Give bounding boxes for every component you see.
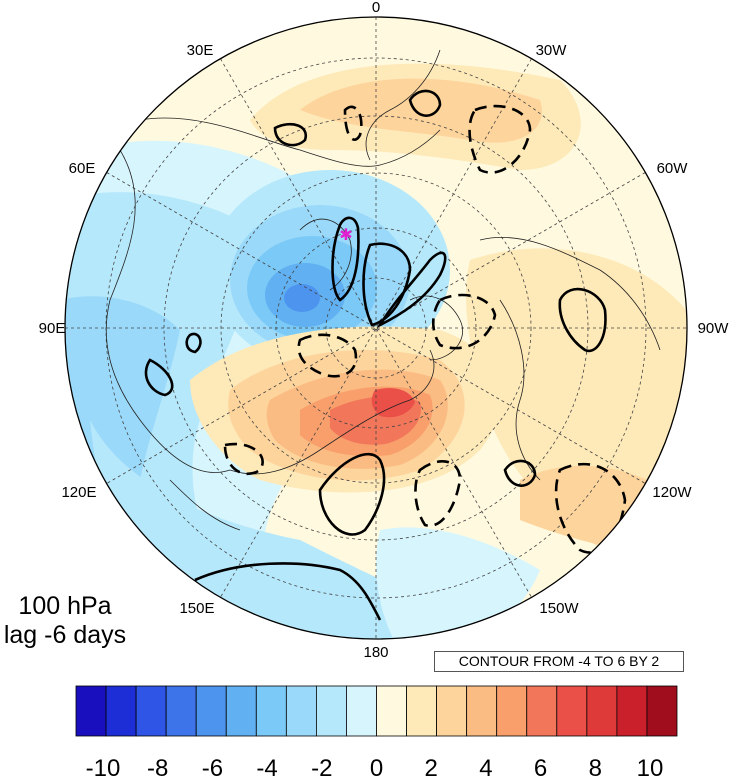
- lon-label-60w: 60W: [657, 160, 689, 177]
- colorbar-swatch: [195, 685, 227, 737]
- contour-lines-dashed: [223, 104, 627, 554]
- colorbar-tick-label: 10: [637, 755, 664, 779]
- colorbar-swatch: [75, 685, 107, 737]
- colorbar-tick-label: 6: [534, 755, 547, 779]
- colorbar-tick-label: -4: [256, 755, 277, 779]
- lon-label-30e: 30E: [187, 42, 214, 59]
- panel-label: 100 hPa lag -6 days: [0, 592, 130, 650]
- colorbar-swatch: [406, 685, 437, 737]
- colorbar-swatch: [285, 685, 317, 737]
- lon-label-120w: 120W: [652, 484, 692, 501]
- lon-label-120e: 120E: [61, 484, 96, 501]
- lon-label-90w: 90W: [698, 320, 730, 337]
- colorbar-swatch: [135, 685, 167, 737]
- lon-label-180: 180: [363, 644, 388, 661]
- colorbar-swatch: [346, 685, 377, 737]
- lon-label-150e: 150E: [179, 600, 214, 617]
- contour-lines: [144, 89, 607, 621]
- lon-label-60e: 60E: [69, 160, 96, 177]
- coastlines: [105, 49, 661, 531]
- colorbar-swatch: [586, 685, 618, 737]
- colorbar-tick-label: -2: [311, 755, 332, 779]
- star-marker: ✱: [339, 225, 352, 244]
- lon-label-0: 0: [372, 0, 380, 16]
- lag-label: lag -6 days: [3, 621, 127, 649]
- colorbar-ticks: -10 -8 -6 -4 -2 0 2 4 6 8 10: [86, 755, 664, 779]
- lon-label-30w: 30W: [536, 42, 568, 59]
- map-boundary: [64, 16, 688, 640]
- colorbar-tick-label: 8: [589, 755, 602, 779]
- colorbar-swatch: [255, 685, 287, 737]
- colorbar-tick-label: 4: [479, 755, 492, 779]
- colorbar-swatch: [165, 685, 197, 737]
- colorbar-tick-label: -6: [202, 755, 223, 779]
- level-label: 100 hPa: [18, 592, 112, 620]
- colorbar-swatch: [526, 685, 558, 737]
- shaded-field: [65, 17, 687, 639]
- colorbar-swatch: [646, 685, 678, 737]
- colorbar-tick-label: -10: [86, 755, 121, 779]
- colorbar-swatch: [376, 685, 407, 737]
- colorbar-tick-label: 0: [370, 755, 383, 779]
- colorbar-tick-label: 2: [425, 755, 438, 779]
- colorbar-swatch: [225, 685, 257, 737]
- colorbar-swatch: [496, 685, 528, 737]
- lon-label-90e: 90E: [39, 320, 66, 337]
- lon-label-150w: 150W: [539, 600, 579, 617]
- colorbar-swatch: [105, 685, 137, 737]
- colorbar-tick-label: -8: [147, 755, 168, 779]
- contour-info-box: CONTOUR FROM -4 TO 6 BY 2: [434, 651, 684, 672]
- colorbar-swatch: [466, 685, 498, 737]
- colorbar-swatch: [315, 685, 347, 737]
- colorbar-swatch: [436, 685, 468, 737]
- colorbar-swatch: [556, 685, 588, 737]
- colorbar: [75, 685, 678, 737]
- colorbar-swatch: [616, 685, 648, 737]
